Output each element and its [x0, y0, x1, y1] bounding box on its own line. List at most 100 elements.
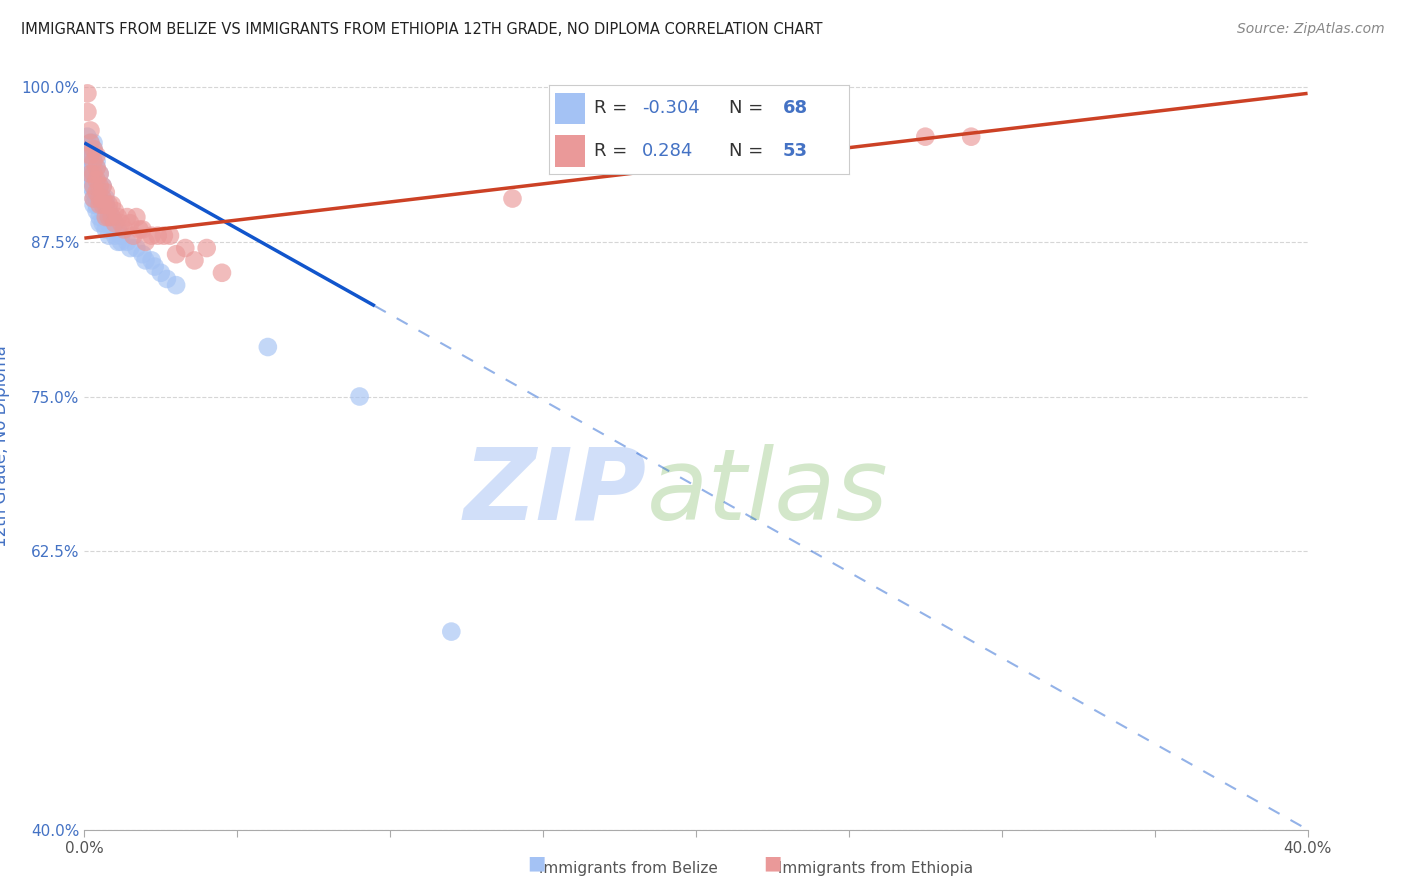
Point	[153, 228, 176, 243]
Point	[107, 210, 129, 224]
Point	[89, 179, 111, 194]
Point	[960, 129, 983, 144]
Point	[101, 210, 124, 224]
Point	[79, 142, 101, 156]
Point	[107, 222, 129, 236]
Point	[79, 148, 101, 162]
Point	[149, 266, 172, 280]
Point	[86, 161, 108, 175]
Point	[86, 203, 108, 218]
Point	[86, 161, 108, 175]
Point	[79, 179, 101, 194]
Point	[79, 154, 101, 169]
Point	[86, 173, 108, 187]
Point	[107, 235, 129, 249]
Point	[83, 142, 105, 156]
Point	[83, 154, 105, 169]
Point	[83, 154, 105, 169]
Point	[97, 228, 120, 243]
Point	[440, 624, 463, 639]
Point	[135, 235, 157, 249]
Point	[104, 203, 127, 218]
Point	[83, 186, 105, 200]
Point	[143, 260, 166, 274]
Point	[86, 179, 108, 194]
Point	[83, 192, 105, 206]
Point	[174, 241, 197, 255]
Point	[257, 340, 280, 354]
Point	[79, 161, 101, 175]
Point	[83, 161, 105, 175]
Point	[89, 192, 111, 206]
Point	[86, 154, 108, 169]
Text: Source: ZipAtlas.com: Source: ZipAtlas.com	[1237, 22, 1385, 37]
Point	[183, 253, 205, 268]
Point	[91, 179, 114, 194]
Point	[89, 216, 111, 230]
Point	[104, 216, 127, 230]
Text: IMMIGRANTS FROM BELIZE VS IMMIGRANTS FROM ETHIOPIA 12TH GRADE, NO DIPLOMA CORREL: IMMIGRANTS FROM BELIZE VS IMMIGRANTS FRO…	[21, 22, 823, 37]
Point	[120, 216, 142, 230]
Text: atlas: atlas	[647, 443, 889, 541]
Text: Immigrants from Ethiopia: Immigrants from Ethiopia	[773, 861, 973, 876]
Point	[79, 167, 101, 181]
Point	[86, 198, 108, 212]
Text: Immigrants from Belize: Immigrants from Belize	[534, 861, 718, 876]
Text: ZIP: ZIP	[464, 443, 647, 541]
Point	[120, 241, 142, 255]
Point	[115, 210, 138, 224]
Point	[159, 228, 181, 243]
Point	[101, 210, 124, 224]
Point	[83, 148, 105, 162]
Point	[89, 192, 111, 206]
Point	[89, 167, 111, 181]
Point	[94, 198, 117, 212]
Point	[83, 136, 105, 150]
Point	[135, 253, 157, 268]
Point	[91, 192, 114, 206]
Point	[86, 192, 108, 206]
Point	[79, 123, 101, 137]
Point	[79, 167, 101, 181]
Point	[211, 266, 233, 280]
Point	[86, 148, 108, 162]
Point	[76, 104, 98, 119]
Point	[91, 216, 114, 230]
Point	[83, 167, 105, 181]
Point	[195, 241, 218, 255]
Text: ■: ■	[763, 854, 782, 872]
Point	[104, 216, 127, 230]
Point	[79, 173, 101, 187]
Point	[91, 179, 114, 194]
Point	[79, 136, 101, 150]
Point	[83, 167, 105, 181]
Point	[94, 210, 117, 224]
Point	[83, 179, 105, 194]
Point	[101, 222, 124, 236]
Text: ■: ■	[527, 854, 546, 872]
Point	[115, 235, 138, 249]
Point	[76, 142, 98, 156]
Point	[165, 278, 187, 293]
Point	[914, 129, 936, 144]
Point	[94, 222, 117, 236]
Point	[76, 87, 98, 101]
Point	[83, 142, 105, 156]
Point	[112, 222, 135, 236]
Point	[89, 167, 111, 181]
Point	[110, 216, 132, 230]
Point	[349, 390, 371, 404]
Point	[110, 228, 132, 243]
Point	[101, 198, 124, 212]
Point	[94, 210, 117, 224]
Point	[83, 192, 105, 206]
Point	[156, 272, 179, 286]
Y-axis label: 12th Grade, No Diploma: 12th Grade, No Diploma	[0, 345, 10, 547]
Point	[141, 253, 163, 268]
Point	[146, 228, 169, 243]
Point	[83, 179, 105, 194]
Point	[141, 228, 163, 243]
Point	[104, 228, 127, 243]
Point	[125, 241, 148, 255]
Point	[79, 136, 101, 150]
